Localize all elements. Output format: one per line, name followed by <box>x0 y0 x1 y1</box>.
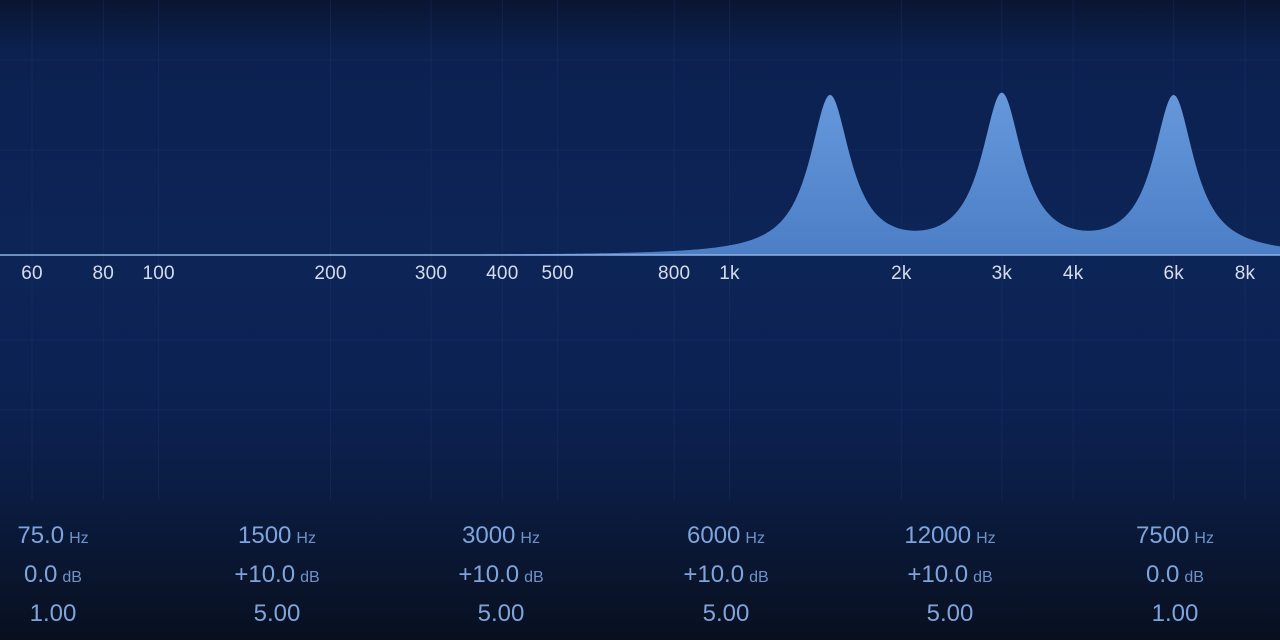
freq-tick-label: 4k <box>1062 263 1084 284</box>
band-4[interactable]: 6000 Hz +10.0 dB 5.00 <box>626 516 826 633</box>
band-4-q[interactable]: 5.00 <box>702 600 750 627</box>
freq-tick-label: 300 <box>414 263 448 284</box>
band-2-gain[interactable]: +10.0 dB <box>234 561 320 588</box>
band-3[interactable]: 3000 Hz +10.0 dB 5.00 <box>401 516 601 633</box>
band-2-frequency[interactable]: 1500 Hz <box>238 522 316 549</box>
band-5[interactable]: 12000 Hz +10.0 dB 5.00 <box>850 516 1050 633</box>
band-2[interactable]: 1500 Hz +10.0 dB 5.00 <box>177 516 377 633</box>
band-6-q[interactable]: 1.00 <box>1151 600 1199 627</box>
band-5-frequency[interactable]: 12000 Hz <box>904 522 996 549</box>
band-6-frequency[interactable]: 7500 Hz <box>1136 522 1214 549</box>
band-5-gain[interactable]: +10.0 dB <box>907 561 993 588</box>
freq-tick-label: 500 <box>541 263 574 284</box>
freq-tick-label: 3k <box>991 263 1013 284</box>
band-5-q[interactable]: 5.00 <box>926 600 974 627</box>
freq-tick-label: 200 <box>314 263 347 284</box>
freq-tick-label: 8k <box>1234 263 1256 284</box>
eq-response-curve <box>0 92 1280 256</box>
band-4-gain[interactable]: +10.0 dB <box>683 561 769 588</box>
freq-tick-label: 400 <box>486 263 519 284</box>
freq-tick-label: 80 <box>92 263 115 284</box>
freq-tick-label: 100 <box>142 263 175 284</box>
band-3-gain[interactable]: +10.0 dB <box>458 561 544 588</box>
band-6-gain[interactable]: 0.0 dB <box>1146 561 1204 588</box>
freq-tick-label: 1k <box>719 263 740 284</box>
band-1-q[interactable]: 1.00 <box>29 600 77 627</box>
freq-tick-label: 800 <box>658 263 691 284</box>
band-3-frequency[interactable]: 3000 Hz <box>462 522 540 549</box>
band-2-q[interactable]: 5.00 <box>253 600 301 627</box>
freq-tick-label: 6k <box>1163 263 1184 284</box>
band-1-frequency[interactable]: 75.0 Hz <box>17 522 89 549</box>
freq-tick-label: 60 <box>21 263 43 284</box>
band-4-frequency[interactable]: 6000 Hz <box>687 522 765 549</box>
band-3-q[interactable]: 5.00 <box>477 600 525 627</box>
band-1[interactable]: 75.0 Hz 0.0 dB 1.00 <box>0 516 153 633</box>
band-6[interactable]: 7500 Hz 0.0 dB 1.00 <box>1075 516 1275 633</box>
freq-tick-label: 2k <box>891 263 912 284</box>
band-1-gain[interactable]: 0.0 dB <box>24 561 82 588</box>
